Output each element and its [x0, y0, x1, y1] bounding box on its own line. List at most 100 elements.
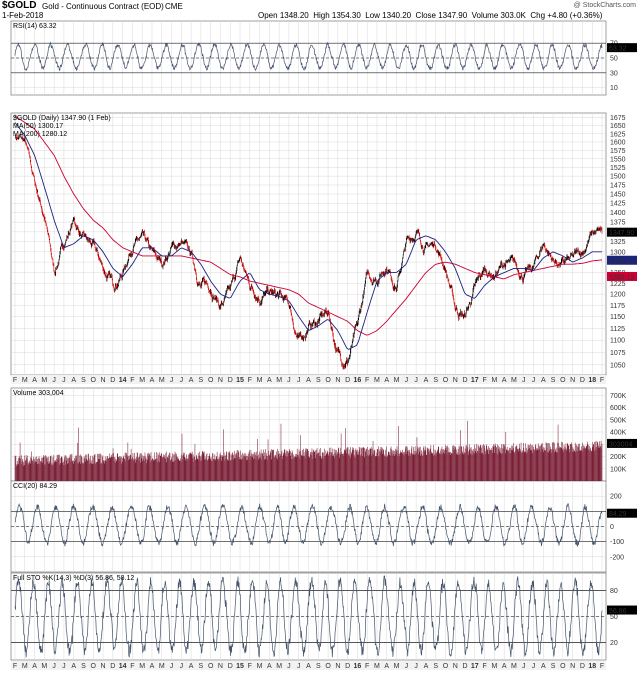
price-y-tick: 1400	[610, 210, 626, 217]
x-tick-label: A	[267, 377, 272, 384]
x-tick-label: N	[335, 663, 340, 670]
x-tick-label: 16	[354, 377, 362, 384]
x-tick-label: A	[150, 377, 155, 384]
x-tick-label: F	[248, 663, 252, 670]
x-tick-label: A	[424, 377, 429, 384]
x-tick-label: M	[139, 377, 145, 384]
x-tick-label: J	[180, 377, 184, 384]
x-tick-label: F	[365, 377, 369, 384]
x-tick-label: F	[482, 377, 486, 384]
x-tick-label: N	[218, 663, 223, 670]
x-tick-label: A	[502, 663, 507, 670]
volume-y-tick: 100K	[610, 466, 627, 473]
x-tick-label: J	[532, 663, 536, 670]
volume-last-bg	[607, 438, 637, 448]
open-label: Open	[258, 11, 278, 20]
cci-last-bg	[607, 508, 637, 518]
x-tick-label: M	[374, 663, 380, 670]
x-tick-label: S	[316, 663, 321, 670]
price-y-tick: 1375	[610, 220, 626, 227]
x-tick-label: S	[199, 663, 204, 670]
x-tick-label: A	[32, 377, 37, 384]
x-tick-label: J	[414, 663, 418, 670]
x-tick-label: A	[150, 663, 155, 670]
x-tick-label: J	[405, 663, 409, 670]
x-tick-label: M	[257, 377, 263, 384]
x-tick-label: F	[130, 663, 134, 670]
x-tick-label: S	[81, 377, 86, 384]
close-value: 1347.90	[438, 11, 468, 20]
price-y-tick: 1225	[610, 281, 626, 288]
x-tick-label: 14	[119, 377, 127, 384]
x-tick-label: N	[570, 663, 575, 670]
x-tick-label: A	[267, 663, 272, 670]
price-y-tick: 1475	[610, 182, 626, 189]
price-y-tick: 1525	[610, 165, 626, 172]
x-tick-label: M	[159, 377, 165, 384]
x-tick-label: J	[52, 663, 56, 670]
x-tick-label: F	[130, 377, 134, 384]
high-value: 1354.30	[331, 11, 361, 20]
x-tick-label: S	[316, 377, 321, 384]
x-tick-label: 18	[588, 663, 596, 670]
x-axis-band	[11, 375, 606, 384]
x-tick-label: J	[180, 663, 184, 670]
x-tick-label: O	[560, 663, 566, 670]
x-tick-label: M	[41, 663, 47, 670]
x-tick-label: O	[91, 663, 97, 670]
x-tick-label: J	[297, 663, 301, 670]
x-tick-label: M	[374, 377, 380, 384]
x-tick-label: A	[502, 377, 507, 384]
price-y-tick: 1500	[610, 174, 626, 181]
x-tick-label: S	[551, 663, 556, 670]
rsi-y-tick: 30	[610, 70, 618, 77]
x-tick-label: M	[22, 377, 28, 384]
x-tick-label: J	[287, 377, 291, 384]
x-tick-label: 17	[471, 663, 479, 670]
chart-symbol: $GOLD	[2, 0, 37, 11]
x-tick-label: F	[13, 663, 17, 670]
price-close-last-bg	[607, 227, 637, 237]
x-tick-label: 16	[354, 663, 362, 670]
x-tick-label: F	[600, 663, 604, 670]
sto-y-tick: 80	[610, 588, 618, 595]
x-tick-label: J	[287, 663, 291, 670]
x-tick-label: A	[384, 377, 389, 384]
price-y-tick: 1300	[610, 249, 626, 256]
x-tick-label: D	[580, 377, 585, 384]
quote-line: Open 1348.20 High 1354.30 Low 1340.20 Cl…	[258, 11, 602, 20]
price-y-tick: 1325	[610, 239, 626, 246]
x-tick-label: J	[62, 377, 66, 384]
price-y-tick: 1100	[610, 338, 625, 345]
volume-y-tick: 700K	[610, 393, 627, 400]
cci-y-tick: -100	[610, 539, 624, 546]
x-tick-label: 14	[119, 663, 127, 670]
cci-title: CCI(20) 84.29	[13, 483, 57, 490]
x-tick-label: M	[139, 663, 145, 670]
cci-last-label: 84.29	[609, 511, 627, 518]
price-title: $GOLD (Daily) 1347.90 (1 Feb)	[13, 115, 111, 122]
price-y-tick: 1425	[610, 201, 626, 208]
x-tick-label: N	[570, 377, 575, 384]
price-ma200-last-bg	[607, 271, 637, 281]
x-tick-label: D	[110, 663, 115, 670]
ma200-line	[14, 115, 603, 336]
x-tick-label: N	[453, 377, 458, 384]
sto-line	[14, 575, 603, 658]
x-tick-label: S	[433, 377, 438, 384]
low-value: 1340.20	[382, 11, 412, 20]
x-tick-label: D	[228, 377, 233, 384]
ma50-line	[14, 122, 602, 350]
price-y-tick: 1575	[610, 148, 626, 155]
price-y-tick: 1125	[610, 326, 625, 333]
x-tick-label: N	[101, 377, 106, 384]
x-tick-label: J	[522, 663, 526, 670]
x-tick-label: N	[101, 663, 106, 670]
x-tick-label: O	[443, 377, 449, 384]
x-tick-label: 15	[236, 663, 244, 670]
x-tick-label: A	[306, 663, 311, 670]
price-ma200-last-label: 1280.12	[609, 274, 634, 281]
price-y-tick: 1600	[610, 139, 626, 146]
x-tick-label: A	[541, 663, 546, 670]
